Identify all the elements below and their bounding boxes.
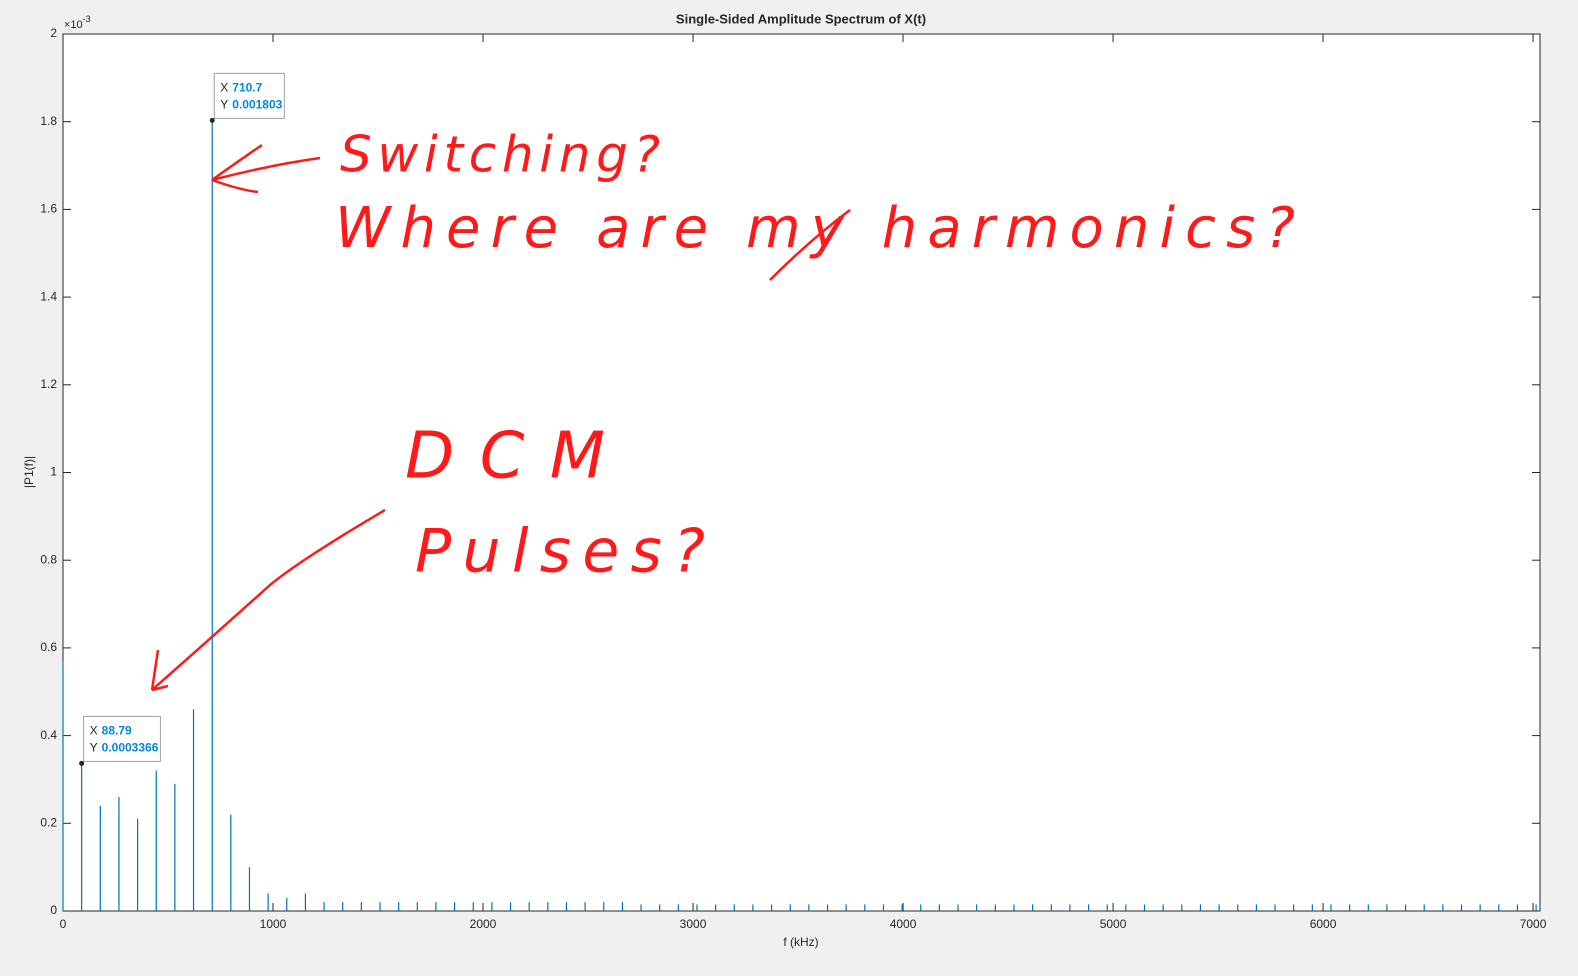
- tip-x-label: X: [220, 81, 228, 95]
- annotation: Pulses?: [415, 517, 705, 587]
- exponent-power: -3: [83, 14, 91, 24]
- y-tick-label: 0.2: [40, 815, 57, 829]
- tip-x-value: 710.7: [232, 81, 262, 95]
- x-tick-label: 2000: [470, 917, 497, 931]
- chart-title: Single-Sided Amplitude Spectrum of X(t): [676, 11, 926, 26]
- y-tick-label: 0: [50, 903, 57, 917]
- tip-y-label: Y: [90, 741, 98, 755]
- x-tick-label: 7000: [1520, 917, 1547, 931]
- x-tick-label: 5000: [1100, 917, 1127, 931]
- tip-box: [213, 72, 285, 119]
- y-tick-label: 1: [50, 465, 57, 479]
- tip-point: [79, 760, 85, 766]
- data-tip: X 88.79 Y 0.0003366: [79, 715, 161, 766]
- stroke: [769, 209, 851, 281]
- y-tick-label: 1.2: [40, 377, 57, 391]
- x-tick-label: 4000: [890, 917, 917, 931]
- tip-box: [83, 715, 161, 762]
- x-tick-label: 1000: [260, 917, 287, 931]
- tip-y-value: 0.0003366: [102, 741, 159, 755]
- data-tips: X 710.7 Y 0.001803 X 88.79 Y 0.0003366: [79, 72, 285, 766]
- x-tick-label: 0: [60, 917, 67, 931]
- tip-line: Y 0.0003366: [90, 741, 159, 755]
- annotation: Where are my harmonics?: [335, 196, 1295, 261]
- arrow: [211, 143, 321, 194]
- y-tick-label: 2: [50, 26, 57, 40]
- annotation: DCM: [405, 420, 605, 494]
- tip-line: X 710.7: [220, 81, 262, 95]
- y-tick-label: 1.8: [40, 114, 57, 128]
- tip-line: Y 0.001803: [220, 98, 282, 112]
- y-tick-label: 1.6: [40, 202, 57, 216]
- plot-group: 0 1000 2000 3000 4000 5000 6000 7000 0 0.2 0.4 0.6 0…: [40, 26, 1546, 931]
- tip-point: [209, 117, 215, 123]
- x-axis-label: f (kHz): [783, 935, 818, 949]
- tip-x-label: X: [90, 724, 98, 738]
- y-exponent: ×10-3: [64, 14, 91, 31]
- data-tip: X 710.7 Y 0.001803: [209, 72, 285, 123]
- y-tick-label: 0.8: [40, 552, 57, 566]
- plot-area: [62, 33, 1541, 912]
- x-tick-label: 6000: [1310, 917, 1337, 931]
- y-axis-label: |P1(f)|: [22, 456, 36, 488]
- exponent-base: ×10: [64, 19, 83, 31]
- handwriting: Switching? Where are my harmonics? DCM P…: [150, 126, 1295, 692]
- tip-line: X 88.79: [90, 724, 132, 738]
- tip-x-value: 88.79: [102, 724, 132, 738]
- y-tick-label: 0.4: [40, 728, 57, 742]
- tip-y-value: 0.001803: [232, 98, 282, 112]
- tip-y-label: Y: [220, 98, 228, 112]
- arrow: [150, 508, 386, 692]
- y-tick-label: 1.4: [40, 289, 57, 303]
- x-tick-label: 3000: [680, 917, 707, 931]
- y-tick-label: 0.6: [40, 640, 57, 654]
